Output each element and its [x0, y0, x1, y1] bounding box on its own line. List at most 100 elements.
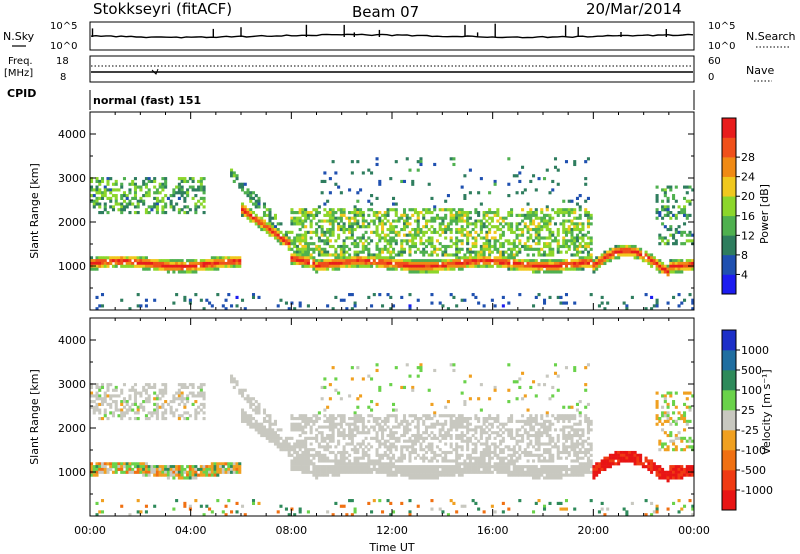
velocity-cell [468, 422, 472, 426]
power-cell [567, 261, 571, 266]
power-cell [287, 239, 291, 243]
velocity-cell [507, 467, 511, 472]
power-cell [375, 216, 379, 220]
velocity-cell [166, 476, 170, 480]
velocity-cell [348, 436, 352, 440]
power-cell [251, 211, 256, 215]
power-cell [499, 222, 503, 226]
velocity-cell [183, 405, 187, 409]
velocity-cell [455, 465, 459, 469]
power-cell [326, 261, 330, 266]
power-cell [342, 244, 346, 249]
power-cell [284, 233, 288, 237]
velocity-cell [510, 470, 514, 474]
velocity-cell [315, 465, 319, 469]
power-cell [507, 247, 511, 251]
velocity-cell [147, 383, 151, 387]
power-cell [457, 219, 461, 223]
velocity-cell [446, 431, 450, 435]
power-cell [529, 219, 533, 223]
power-cell [339, 244, 343, 249]
power-cell [526, 216, 530, 220]
velocity-cell [416, 473, 420, 477]
velocity-cell [545, 442, 549, 446]
power-ytick-label-0: 1000 [58, 260, 86, 273]
power-cell [529, 267, 533, 271]
power-cell [446, 307, 450, 311]
power-cell [595, 259, 599, 263]
power-cell [477, 213, 481, 217]
power-cell [98, 205, 102, 209]
velocity-cell [238, 465, 242, 469]
velocity-cell [537, 473, 541, 477]
velocity-cell [268, 417, 272, 421]
power-cell [345, 256, 349, 260]
power-cell [564, 233, 569, 237]
power-cell [353, 205, 357, 209]
velocity-cell [375, 419, 379, 423]
power-cell [510, 247, 514, 251]
velocity-cell [526, 419, 530, 423]
velocity-cell [510, 473, 514, 477]
power-cell [438, 259, 442, 263]
velocity-cell [521, 414, 525, 418]
power-cell [383, 261, 387, 266]
power-cell [320, 261, 324, 266]
power-cell [290, 256, 294, 260]
power-cell [131, 256, 135, 260]
velocity-cell [120, 408, 124, 412]
power-cell [183, 191, 187, 195]
velocity-cell [389, 414, 393, 418]
power-cell [268, 213, 272, 217]
power-cell [504, 256, 508, 260]
velocity-cell [199, 465, 203, 469]
power-cell [339, 208, 343, 212]
power-cell [216, 267, 220, 271]
power-cell [545, 253, 549, 257]
velocity-cell [315, 453, 319, 457]
power-cell [515, 222, 519, 226]
power-cell [562, 301, 566, 305]
velocity-cell [326, 459, 330, 463]
power-cell [161, 177, 165, 181]
velocity-cell [521, 467, 525, 472]
power-cell [680, 233, 684, 237]
velocity-cell [427, 425, 431, 429]
power-cell [375, 242, 379, 246]
velocity-cell [290, 448, 294, 452]
power-cell [424, 225, 428, 229]
velocity-cell [383, 467, 387, 472]
power-cell [444, 236, 448, 240]
velocity-cell [372, 417, 376, 421]
power-cell [581, 261, 585, 266]
velocity-cell [183, 470, 187, 474]
power-cell [529, 227, 533, 232]
freq-label: Freq. [8, 56, 33, 67]
power-cell [312, 216, 316, 220]
velocity-cell [485, 436, 489, 440]
power-cell [241, 188, 245, 192]
power-cell [556, 261, 560, 266]
power-cell [523, 264, 527, 268]
power-cell [309, 213, 313, 217]
power-cell [551, 247, 555, 251]
power-cell [548, 259, 552, 263]
velocity-cell [309, 453, 313, 457]
velocity-cell [389, 445, 393, 449]
power-cell [90, 188, 94, 192]
velocity-cell [153, 504, 157, 508]
power-cell [317, 264, 321, 268]
power-cell [194, 259, 198, 263]
power-cell [521, 259, 525, 263]
velocity-cell [304, 453, 308, 457]
power-cell [312, 247, 316, 251]
power-cell [457, 259, 461, 263]
velocity-cell [249, 422, 253, 426]
power-cell [298, 208, 302, 212]
velocity-cell [271, 436, 275, 440]
power-cell [672, 205, 676, 209]
velocity-cell [205, 465, 209, 469]
velocity-cell [499, 433, 503, 438]
power-cell [257, 216, 261, 220]
power-cell [271, 216, 275, 220]
